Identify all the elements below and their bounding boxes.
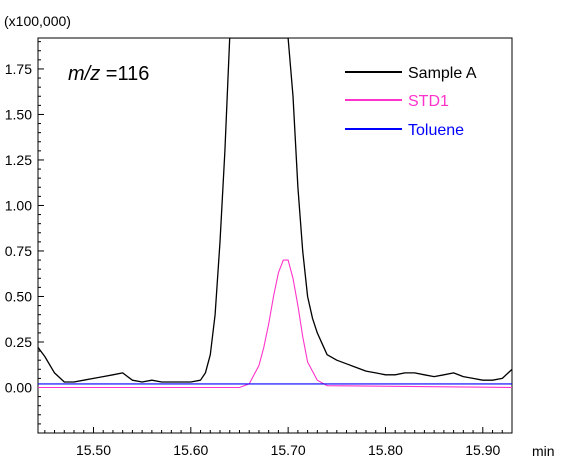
y-axis: 0.00 0.25 0.50 0.75 1.00 1.25 1.50 1.75 (5, 41, 44, 425)
legend-label-sample-a: Sample A (408, 65, 477, 82)
x-tick-label: 15.80 (368, 442, 403, 458)
y-tick-label: 1.25 (5, 152, 32, 168)
y-tick-label: 0.50 (5, 288, 32, 304)
legend-label-std1: STD1 (408, 93, 449, 110)
legend: Sample A STD1 Toluene (345, 65, 477, 139)
series-line-sample-a (38, 38, 512, 383)
x-tick-label: 15.60 (173, 442, 208, 458)
mz-annotation: m/z =116 (68, 63, 149, 85)
x-tick-label: 15.70 (271, 442, 306, 458)
x-tick-label: 15.50 (76, 442, 111, 458)
series-line-std1 (38, 259, 512, 389)
x-axis: 15.50 15.60 15.70 15.80 15.90 (44, 427, 513, 458)
y-tick-label: 0.75 (5, 243, 32, 259)
mz-annotation-suffix: =116 (100, 63, 149, 85)
x-unit-label: min (532, 443, 555, 458)
x-tick-label: 15.90 (465, 442, 500, 458)
y-tick-label: 1.50 (5, 106, 32, 122)
mz-annotation-prefix: m/z (68, 63, 100, 85)
y-tick-label: 0.25 (5, 334, 32, 350)
legend-label-toluene: Toluene (408, 122, 464, 139)
series-layer (38, 38, 512, 389)
y-multiplier-label: (x100,000) (4, 13, 71, 29)
y-tick-label: 0.00 (5, 379, 32, 395)
y-tick-label: 1.00 (5, 197, 32, 213)
y-tick-label: 1.75 (5, 61, 32, 77)
